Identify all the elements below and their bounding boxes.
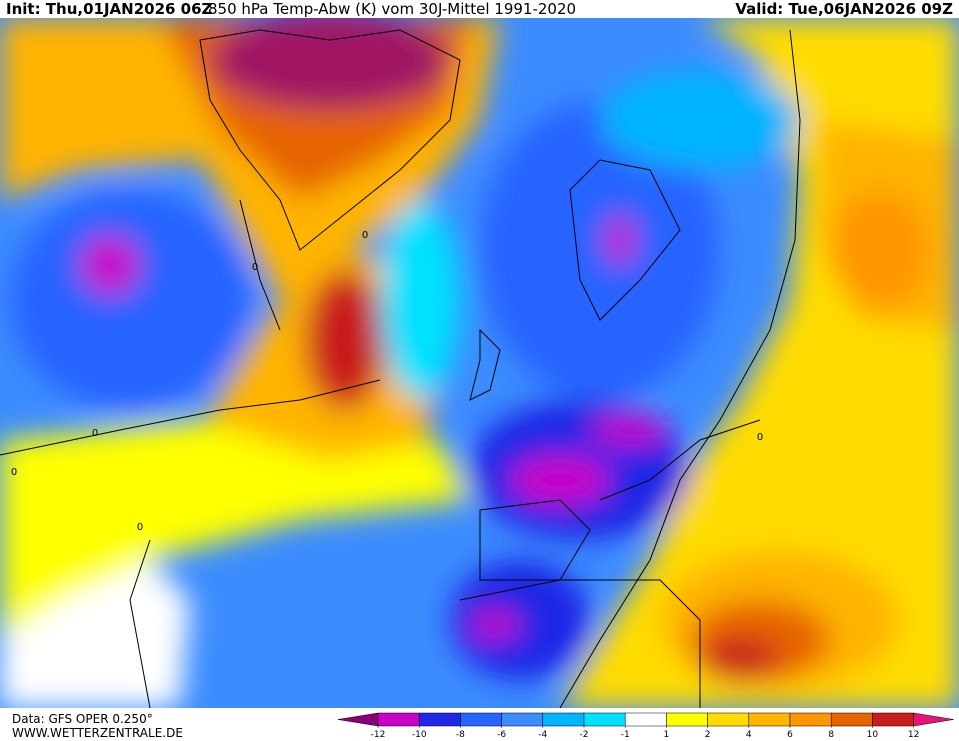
contour-label: 0 [757, 432, 763, 443]
colorbar-arrow-high [913, 712, 954, 727]
valid-label: Valid: Tue,06JAN2026 09Z [735, 0, 953, 18]
colorbar-swatch [666, 712, 708, 727]
colorbar-tick-label: 2 [705, 730, 711, 740]
colorbar-tick-label: -6 [497, 730, 506, 740]
map-title: 850 hPa Temp-Abw (K) vom 30J-Mittel 1991… [208, 0, 576, 18]
colorbar-tick-label: -1 [621, 730, 630, 740]
colorbar-swatch [789, 712, 832, 727]
contour-label: 0 [92, 428, 98, 439]
colorbar-tick-label: -12 [371, 730, 386, 740]
colorbar-tick-label: 4 [746, 730, 752, 740]
colorbar-tick-label: -4 [538, 730, 547, 740]
contour-label: 0 [362, 230, 368, 241]
zero-contours [0, 29, 801, 708]
colorbar-tick-label: -2 [580, 730, 589, 740]
colorbar-swatch [830, 712, 873, 727]
map-field [0, 18, 959, 708]
colorbar-swatch [707, 712, 750, 727]
data-source: Data: GFS OPER 0.250° [12, 712, 153, 726]
colorbar-swatch [748, 712, 791, 727]
colorbar-swatch [624, 712, 667, 727]
header-bar [0, 0, 959, 18]
colorbar-tick-label: -10 [412, 730, 427, 740]
contour-label: 0 [137, 522, 143, 533]
colorbar-swatch [872, 712, 914, 727]
colorbar-swatch [418, 712, 461, 727]
colorbar-tick-label: 12 [908, 730, 919, 740]
colorbar-swatch [377, 712, 420, 727]
colorbar-swatch [583, 712, 626, 727]
contour-label: 0 [11, 467, 17, 478]
contour-label: 0 [252, 262, 258, 273]
colorbar-swatch [542, 712, 585, 727]
colorbar: -12 -10 -8 -6 -4 -2 -1 1 2 4 6 8 10 12 [337, 712, 954, 740]
colorbar-tick-label: 6 [787, 730, 793, 740]
coastlines [199, 29, 761, 708]
init-label: Init: Thu,01JAN2026 06Z [6, 0, 213, 18]
colorbar-swatch [501, 712, 544, 727]
site-url: WWW.WETTERZENTRALE.DE [12, 726, 183, 740]
colorbar-tick-label: 1 [664, 730, 670, 740]
colorbar-swatch [460, 712, 502, 727]
colorbar-tick-label: 8 [828, 730, 834, 740]
contour-labels: 0 0 0 0 0 0 [11, 230, 763, 533]
colorbar-tick-label: 10 [867, 730, 879, 740]
colorbar-tick-label: -8 [456, 730, 465, 740]
